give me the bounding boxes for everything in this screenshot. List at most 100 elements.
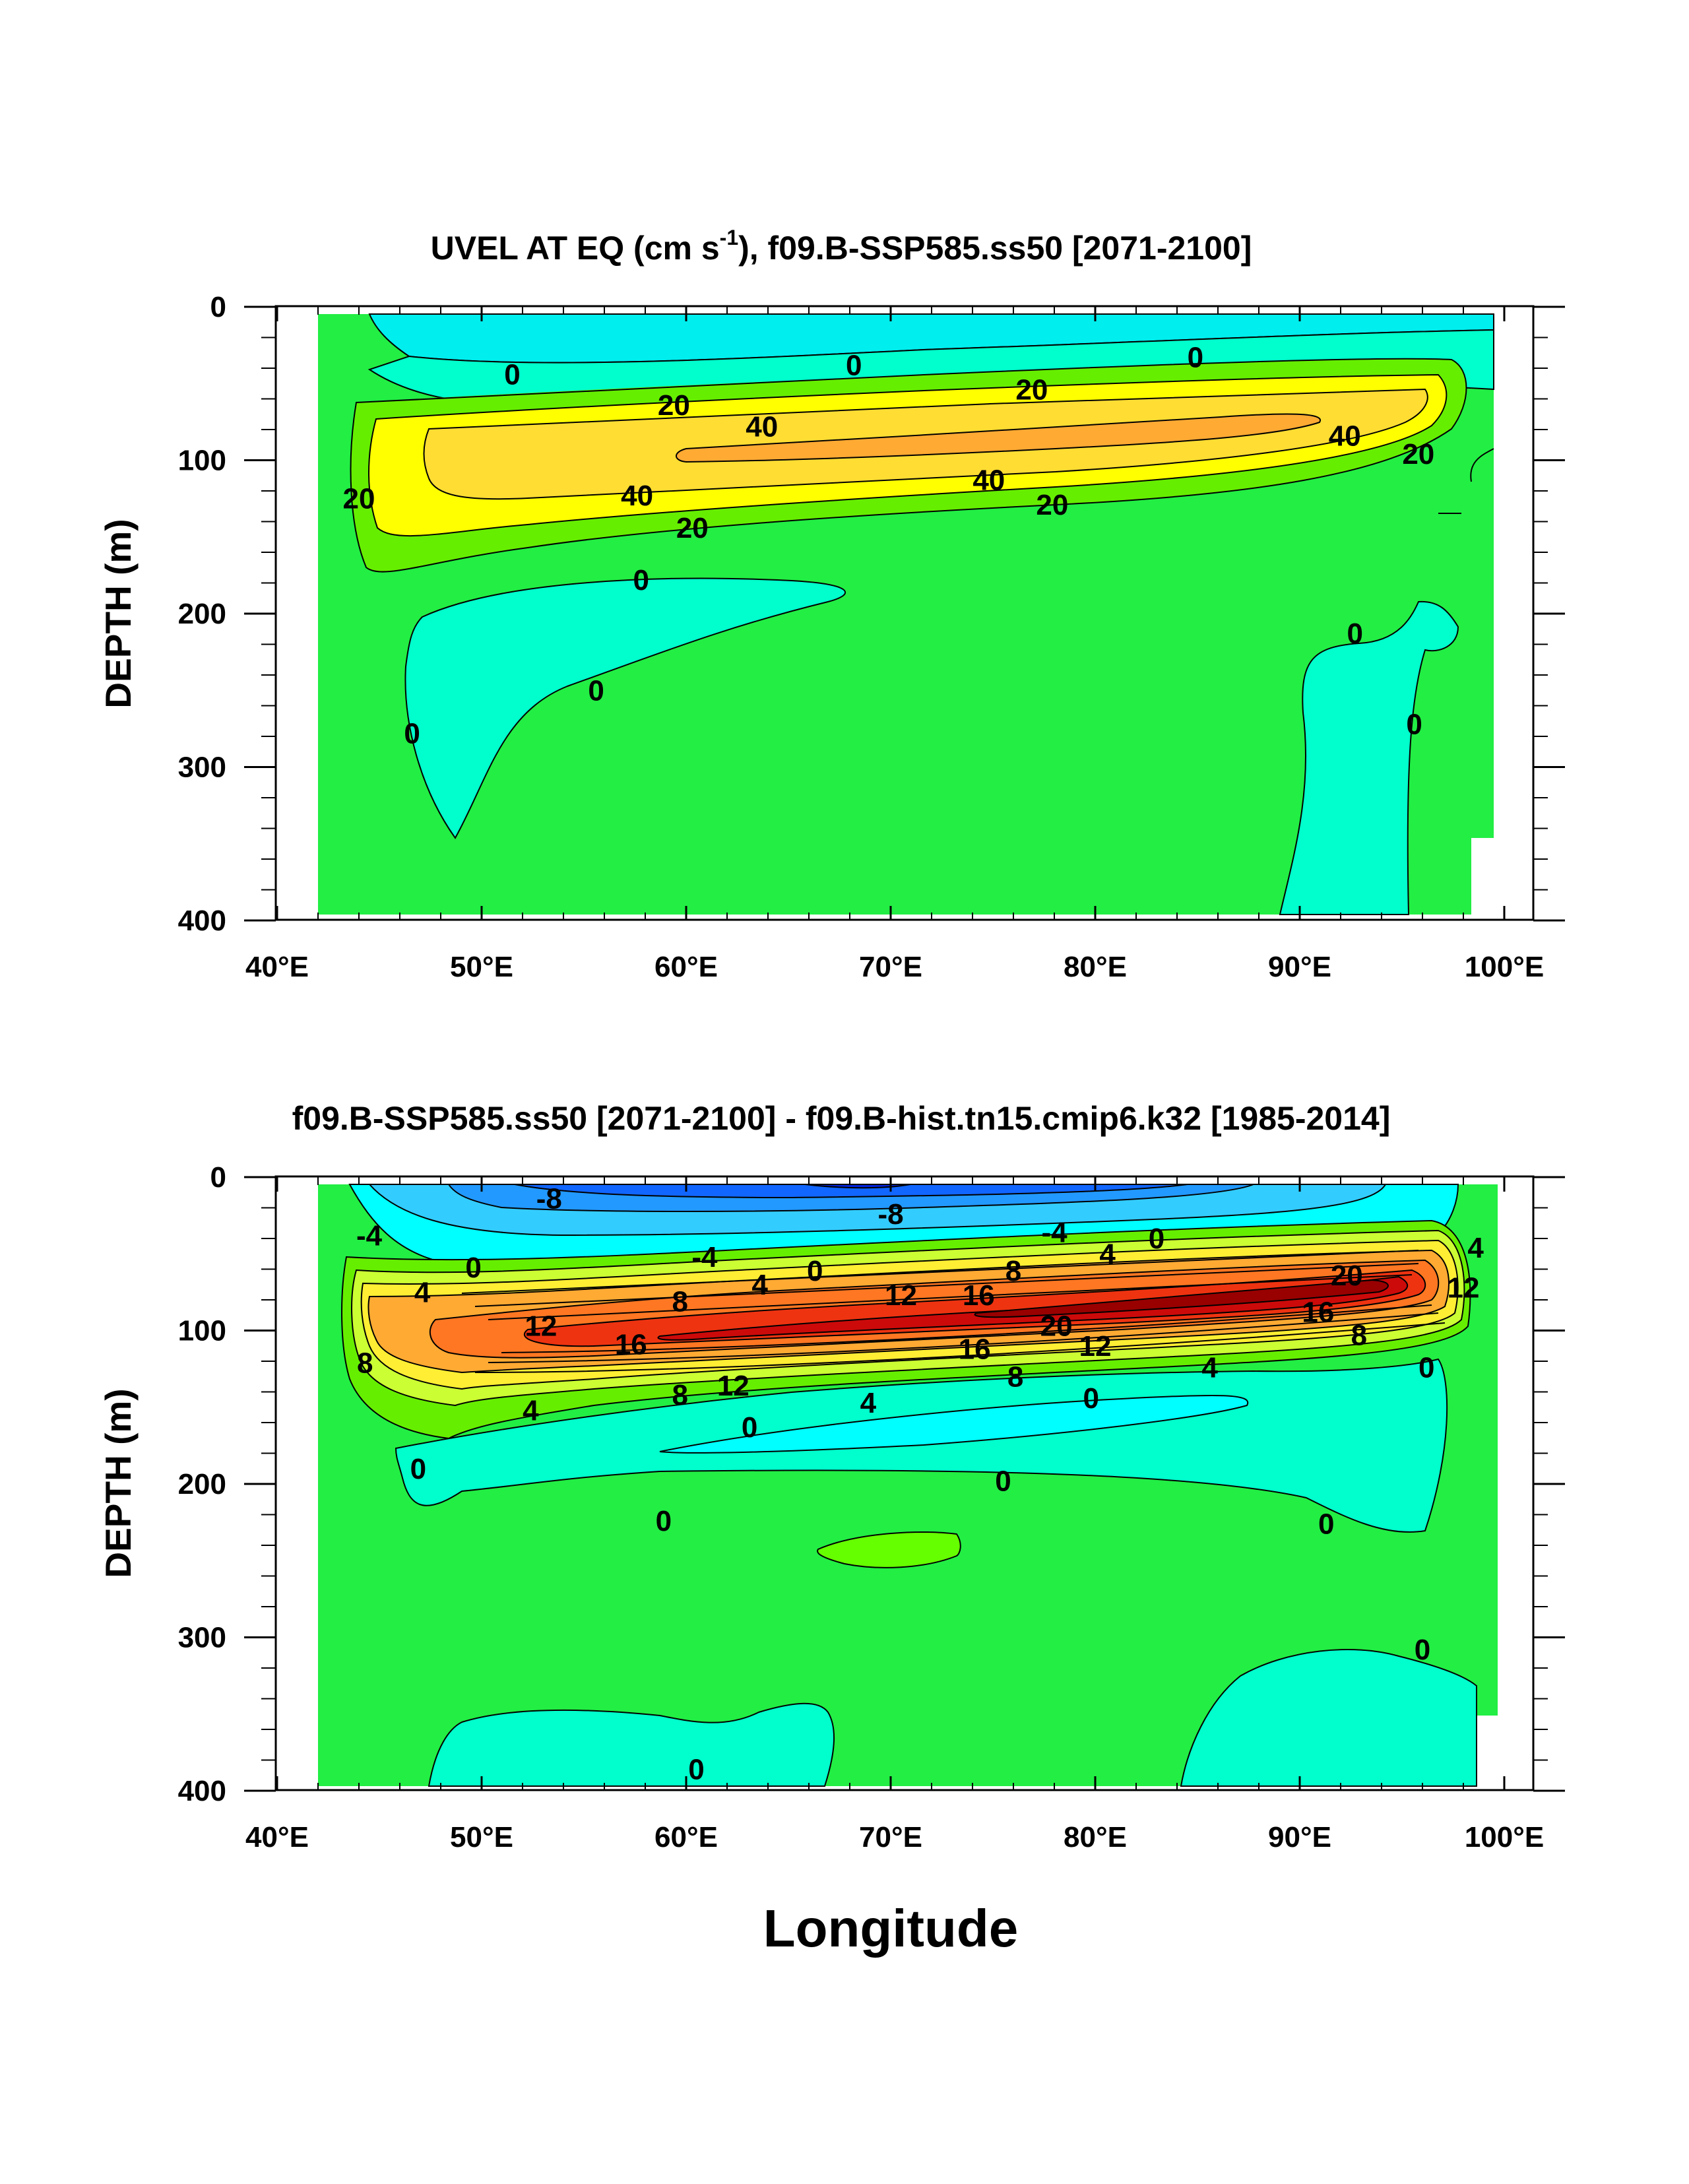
y-tick-label: 400 xyxy=(178,1775,226,1807)
contour-label: 16 xyxy=(959,1333,991,1365)
y-tick-label: 0 xyxy=(210,291,226,323)
x-tick-label: 90°E xyxy=(1268,951,1331,983)
contour-fill-neg-deep-west xyxy=(428,1702,835,1787)
contour-label: 12 xyxy=(717,1370,749,1402)
contour-label: 4 xyxy=(1467,1232,1484,1264)
contour-label: 12 xyxy=(1448,1271,1480,1304)
panel-bottom: f09.B-SSP585.ss50 [2071-2100] - f09.B-hi… xyxy=(178,1100,1565,1853)
contour-label: 0 xyxy=(1415,1634,1430,1666)
contour-label: 4 xyxy=(523,1394,539,1427)
x-tick-label: 70°E xyxy=(859,951,922,983)
contour-label: 20 xyxy=(343,483,375,515)
contour-line-jet-lower xyxy=(474,1304,1446,1373)
x-tick-label: 40°E xyxy=(245,951,309,983)
x-tick-label: 80°E xyxy=(1064,1821,1127,1853)
contour-label: 0 xyxy=(633,564,649,596)
contour-fill-jet-core xyxy=(676,413,1322,463)
y-axis-label-top: DEPTH (m) xyxy=(98,519,139,708)
panel-top-contour-field xyxy=(318,313,1494,915)
contour-label: 16 xyxy=(1302,1297,1334,1329)
contour-label: 0 xyxy=(1083,1382,1099,1415)
panel-top-title: UVEL AT EQ (cm s-1), f09.B-SSP585.ss50 [… xyxy=(431,226,1252,267)
y-tick-label: 0 xyxy=(210,1161,226,1194)
contour-label: 0 xyxy=(410,1453,426,1485)
contour-label: 40 xyxy=(621,480,653,512)
contour-label: 8 xyxy=(357,1347,373,1379)
panel-top-contour-labels: 0 0 0 20 20 40 40 20 20 40 40 20 20 0 0 0 0 0 xyxy=(343,342,1435,750)
contour-label: 0 xyxy=(1418,1351,1434,1384)
contour-label: 16 xyxy=(963,1279,995,1312)
contour-fill-neg-surface-core xyxy=(804,1184,911,1189)
contour-fill-edge-right xyxy=(1471,838,1494,915)
x-tick-label: 60°E xyxy=(654,1821,718,1853)
contour-fill-pos-jet-7 xyxy=(657,1275,1409,1341)
y-tick-label: 100 xyxy=(178,445,226,477)
contour-fill-neg-center xyxy=(659,1394,1249,1454)
panel-top: UVEL AT EQ (cm s-1), f09.B-SSP585.ss50 [… xyxy=(178,226,1565,983)
contour-label: -4 xyxy=(1041,1217,1068,1249)
contour-label: 0 xyxy=(1149,1223,1164,1255)
contour-label: 8 xyxy=(672,1285,687,1318)
contour-label: 0 xyxy=(688,1753,704,1785)
contour-label: 8 xyxy=(1005,1255,1021,1287)
y-tick-label: 300 xyxy=(178,752,226,784)
contour-label: 8 xyxy=(672,1379,687,1411)
contour-label: -4 xyxy=(691,1241,718,1273)
contour-fill-neg-surface-band-4 xyxy=(514,1184,1188,1199)
contour-label: 0 xyxy=(807,1255,823,1287)
contour-line-east-wall xyxy=(1470,448,1494,482)
contour-label: 0 xyxy=(656,1505,672,1537)
y-tick-label: 200 xyxy=(178,598,226,630)
contour-fill-edge-right xyxy=(1477,1716,1498,1786)
panel-bottom-axes: 40°E 50°E 60°E 70°E 80°E 90°E 100°E 0100200300… xyxy=(178,1161,1565,1853)
contour-label: 16 xyxy=(615,1328,647,1361)
contour-fill-negative-subsurface-west xyxy=(404,577,846,839)
panel-bottom-title: f09.B-SSP585.ss50 [2071-2100] - f09.B-hi… xyxy=(292,1100,1391,1137)
y-tick-label: 200 xyxy=(178,1468,226,1500)
contour-fill-pos-center-blob xyxy=(817,1531,961,1568)
y-tick-label: 100 xyxy=(178,1315,226,1347)
contour-label: 4 xyxy=(1099,1238,1116,1270)
contour-label: 40 xyxy=(1329,420,1361,452)
x-tick-label: 70°E xyxy=(859,1821,922,1853)
contour-label: 20 xyxy=(676,512,709,544)
contour-label: 0 xyxy=(404,717,420,750)
panel-top-axes: 40°E 50°E 60°E 70°E 80°E 90°E 100°E 0100200300… xyxy=(178,291,1565,983)
panel-bottom-x-ticks: 40°E 50°E 60°E 70°E 80°E 90°E 100°E xyxy=(245,1177,1544,1853)
contour-fill-pos-jet-6 xyxy=(523,1269,1426,1347)
contour-fill-negative-subsurface-east xyxy=(1279,600,1459,915)
contour-label: 20 xyxy=(658,389,690,422)
contour-label: 0 xyxy=(465,1252,481,1284)
y-tick-label: 300 xyxy=(178,1622,226,1654)
contour-label: 0 xyxy=(742,1411,757,1444)
x-tick-label: 60°E xyxy=(654,951,718,983)
contour-label: 20 xyxy=(1015,374,1048,406)
contour-label: 0 xyxy=(504,358,520,391)
contour-label: 0 xyxy=(1406,708,1422,740)
contour-label: 0 xyxy=(1188,342,1203,374)
x-axis-label: Longitude xyxy=(763,1899,1019,1958)
contour-label: 12 xyxy=(525,1310,557,1343)
contour-label: -4 xyxy=(356,1219,383,1252)
contour-label: 0 xyxy=(588,674,604,707)
contour-label: 0 xyxy=(846,349,862,381)
contour-fill-pos-jet-core xyxy=(974,1279,1389,1318)
contour-label: 40 xyxy=(972,465,1005,497)
contour-label: 4 xyxy=(751,1269,768,1301)
contour-label: 20 xyxy=(1402,438,1434,470)
x-tick-label: 80°E xyxy=(1064,951,1127,983)
panel-bottom-contour-field xyxy=(318,1184,1498,1787)
x-tick-label: 50°E xyxy=(450,951,513,983)
contour-label: 4 xyxy=(860,1387,877,1419)
x-tick-label: 50°E xyxy=(450,1821,513,1853)
contour-label: 8 xyxy=(1007,1361,1023,1393)
contour-label: 20 xyxy=(1040,1310,1073,1343)
x-tick-label: 40°E xyxy=(245,1821,309,1853)
x-tick-label: 90°E xyxy=(1268,1821,1331,1853)
contour-label: 12 xyxy=(885,1279,917,1312)
contour-label: 12 xyxy=(1079,1330,1112,1363)
contour-label: 0 xyxy=(995,1465,1011,1497)
